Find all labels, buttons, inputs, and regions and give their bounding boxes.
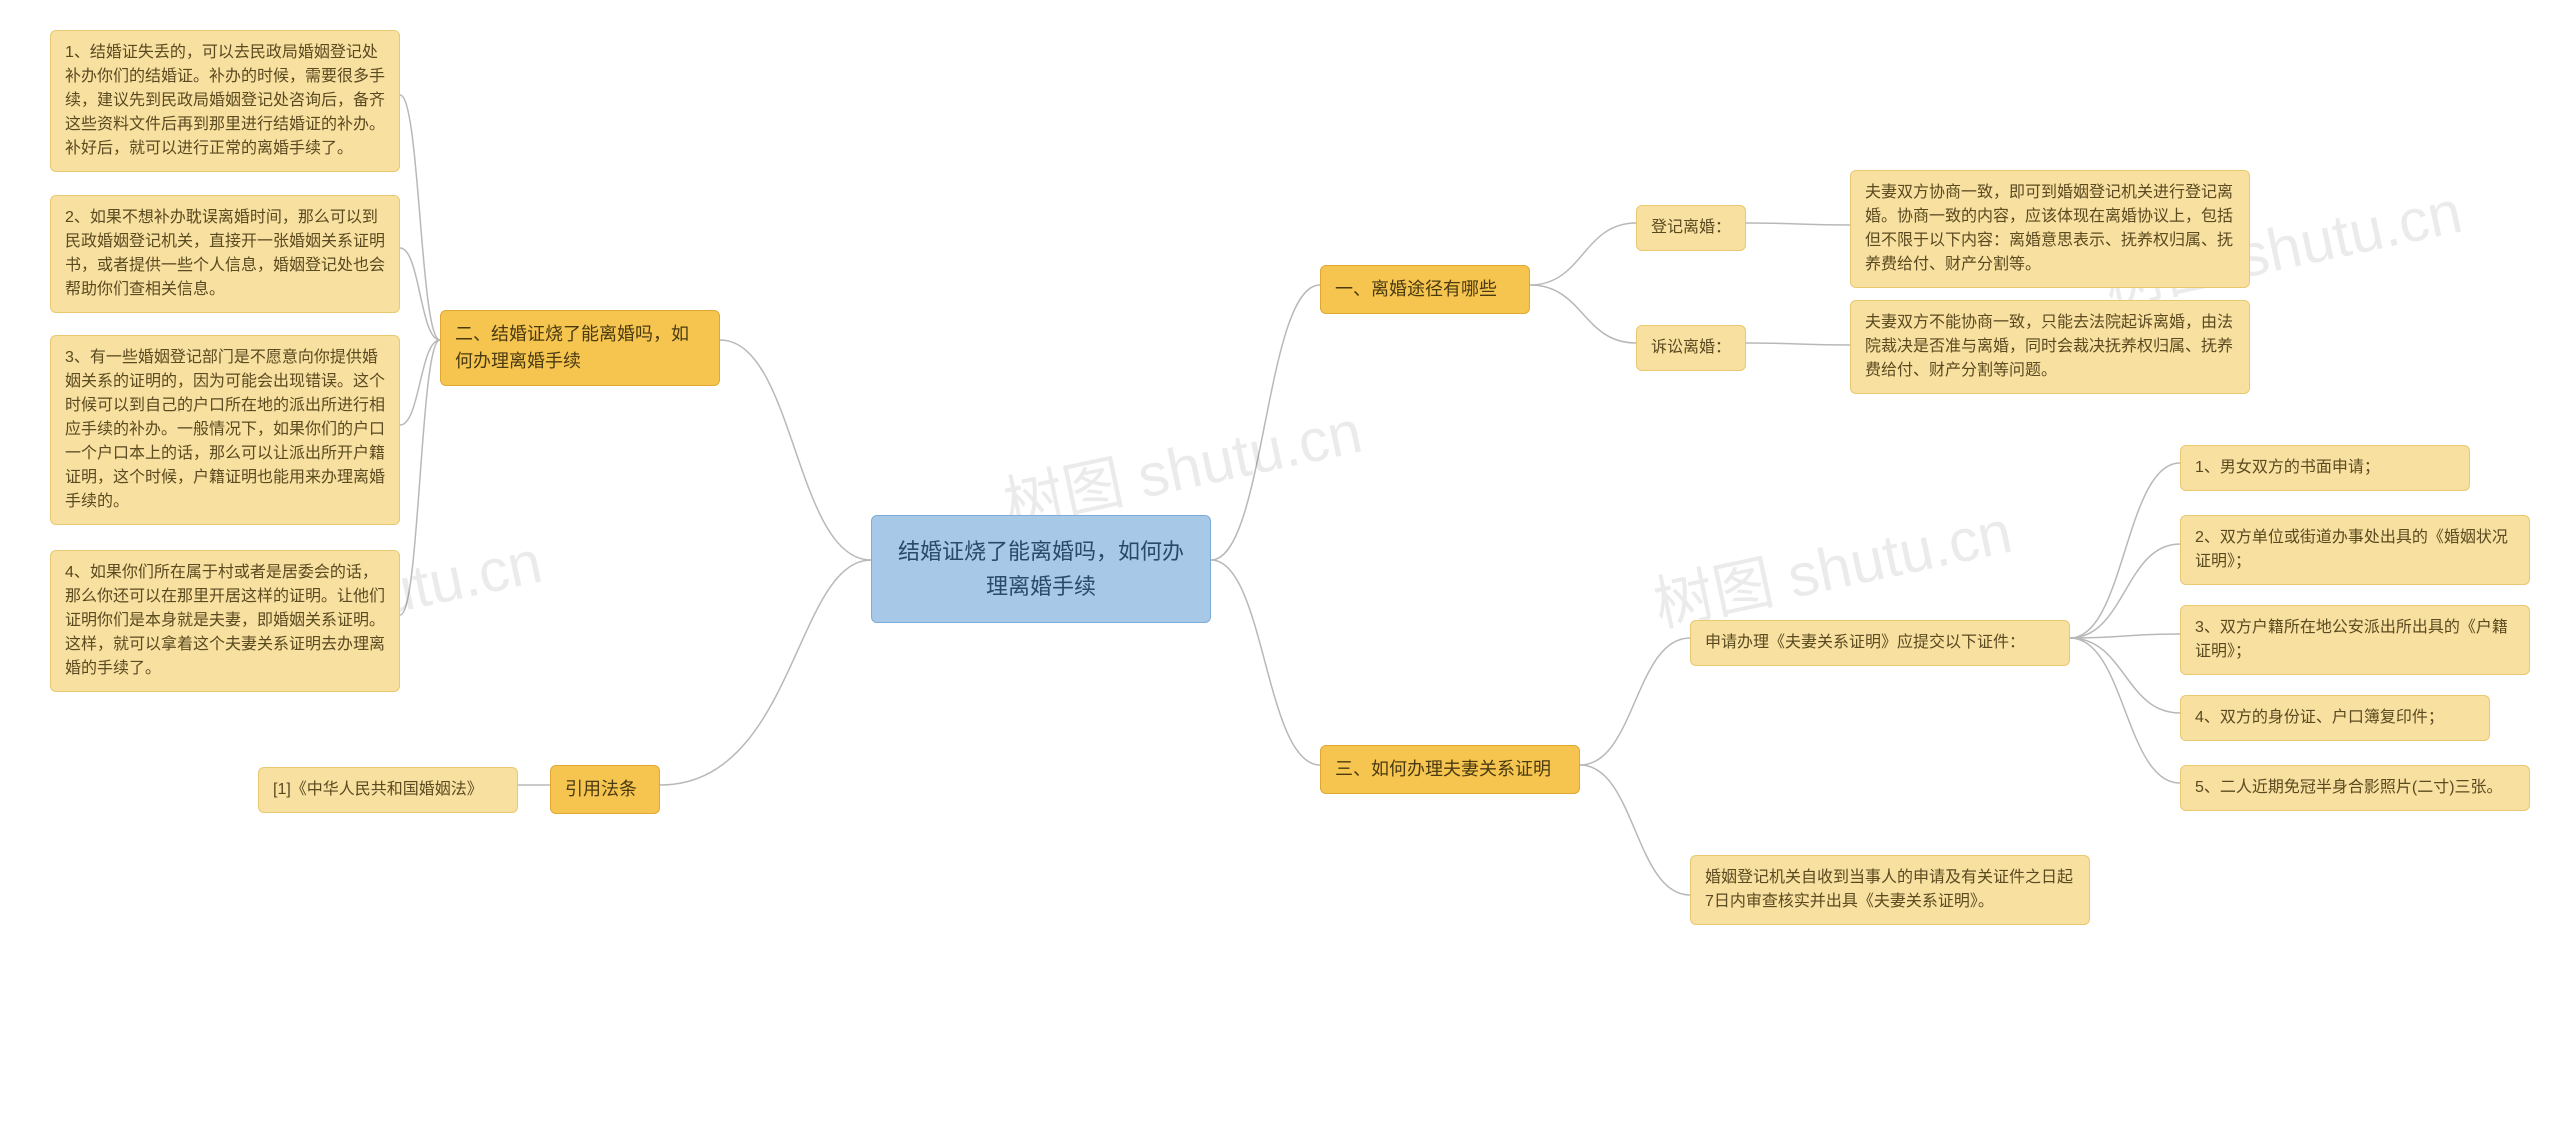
doc-item-1: 1、男女双方的书面申请；: [2180, 445, 2470, 491]
node-submit-docs: 申请办理《夫妻关系证明》应提交以下证件：: [1690, 620, 2070, 666]
branch-references: 引用法条: [550, 765, 660, 814]
burned-item-3: 3、有一些婚姻登记部门是不愿意向你提供婚姻关系的证明的，因为可能会出现错误。这个…: [50, 335, 400, 525]
node-litigation-divorce: 诉讼离婚：: [1636, 325, 1746, 371]
doc-item-5: 5、二人近期免冠半身合影照片(二寸)三张。: [2180, 765, 2530, 811]
doc-item-2: 2、双方单位或街道办事处出具的《婚姻状况证明》；: [2180, 515, 2530, 585]
doc-item-3: 3、双方户籍所在地公安派出所出具的《户籍证明》；: [2180, 605, 2530, 675]
branch-burned-cert: 二、结婚证烧了能离婚吗，如何办理离婚手续: [440, 310, 720, 386]
node-registration-divorce: 登记离婚：: [1636, 205, 1746, 251]
branch-divorce-paths: 一、离婚途径有哪些: [1320, 265, 1530, 314]
ref-item-1: [1]《中华人民共和国婚姻法》: [258, 767, 518, 813]
root-node: 结婚证烧了能离婚吗，如何办理离婚手续: [871, 515, 1211, 623]
node-registration-detail: 夫妻双方协商一致，即可到婚姻登记机关进行登记离婚。协商一致的内容，应该体现在离婚…: [1850, 170, 2250, 288]
node-litigation-detail: 夫妻双方不能协商一致，只能去法院起诉离婚，由法院裁决是否准与离婚，同时会裁决抚养…: [1850, 300, 2250, 394]
burned-item-4: 4、如果你们所在属于村或者是居委会的话，那么你还可以在那里开居这样的证明。让他们…: [50, 550, 400, 692]
branch-relationship-proof: 三、如何办理夫妻关系证明: [1320, 745, 1580, 794]
node-7day-review: 婚姻登记机关自收到当事人的申请及有关证件之日起7日内审查核实并出具《夫妻关系证明…: [1690, 855, 2090, 925]
burned-item-2: 2、如果不想补办耽误离婚时间，那么可以到民政婚姻登记机关，直接开一张婚姻关系证明…: [50, 195, 400, 313]
burned-item-1: 1、结婚证失丢的，可以去民政局婚姻登记处补办你们的结婚证。补办的时候，需要很多手…: [50, 30, 400, 172]
doc-item-4: 4、双方的身份证、户口簿复印件；: [2180, 695, 2490, 741]
